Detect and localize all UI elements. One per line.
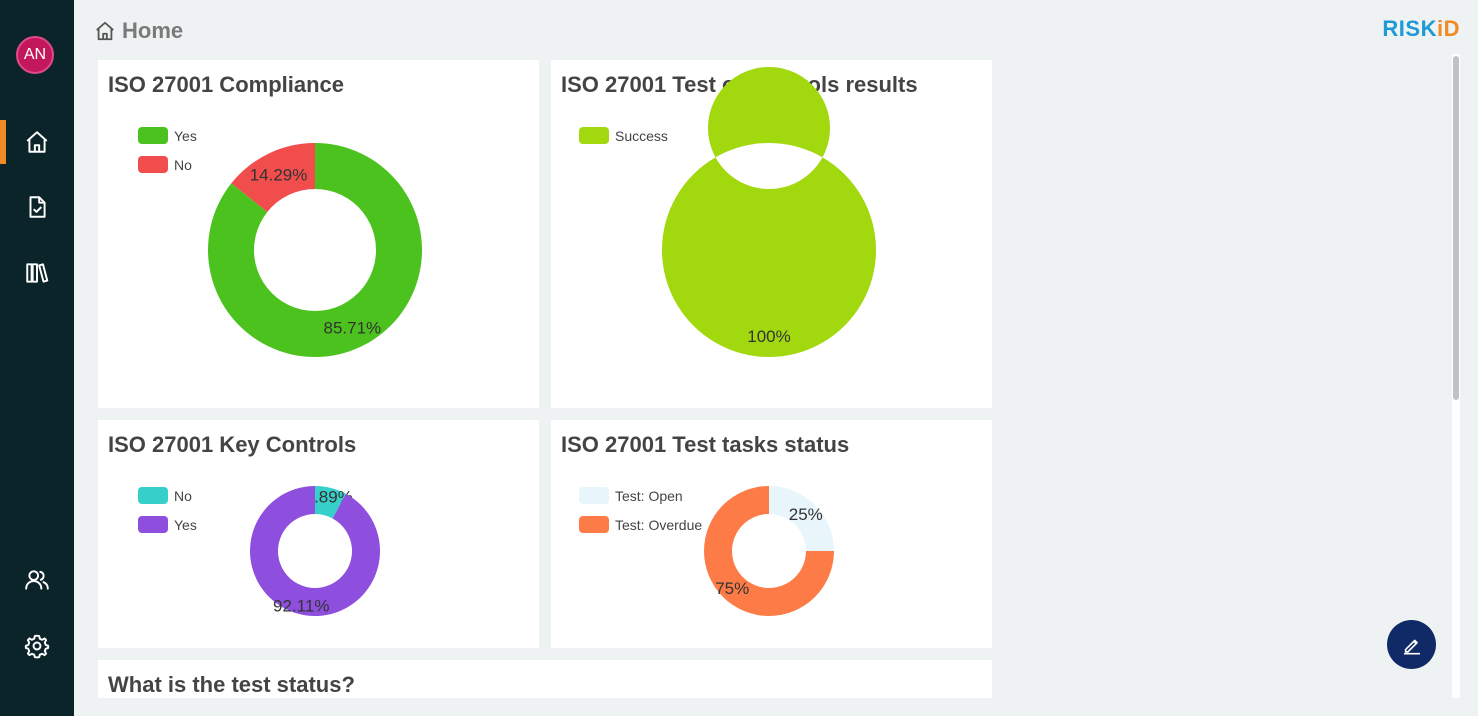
sidebar-item-home[interactable] — [0, 120, 74, 164]
sidebar-item-tasks[interactable] — [0, 185, 74, 229]
legend-label: Test: Overdue — [615, 516, 703, 533]
donut-data-label: 100% — [747, 327, 790, 346]
vertical-scrollbar[interactable] — [1452, 54, 1460, 698]
library-icon — [26, 263, 49, 283]
home-icon — [96, 21, 114, 41]
donut-slice-test-overdue[interactable] — [704, 486, 834, 616]
card-compliance: ISO 27001 Compliance 85.71% 14.29% Yes No — [98, 60, 539, 408]
legend-swatch — [138, 127, 168, 144]
legend-swatch — [579, 127, 609, 144]
donut-slice-success[interactable] — [661, 67, 876, 358]
donut-data-label: 92.11% — [273, 596, 329, 615]
legend-label: Success — [615, 127, 668, 144]
key-controls-donut-chart: 7.89% 92.11% — [250, 486, 380, 616]
legend-item[interactable]: Yes — [138, 510, 197, 539]
chart-legend: Yes No — [138, 121, 197, 179]
page-title: Home — [122, 18, 184, 43]
legend-swatch — [138, 487, 168, 504]
donut-slice-no[interactable] — [231, 143, 315, 212]
donut-data-label: 25% — [789, 505, 823, 524]
card-test-tasks: ISO 27001 Test tasks status 25% 75% Test:… — [551, 420, 992, 648]
card-title: ISO 27001 Key Controls — [108, 432, 357, 457]
chart-legend: No Yes — [138, 481, 197, 539]
donut-data-label: 75% — [715, 579, 749, 598]
home-icon — [26, 131, 48, 153]
donut-data-label: 85.71% — [323, 318, 381, 337]
card-key-controls: ISO 27001 Key Controls 7.89% 92.11% No Yes — [98, 420, 539, 648]
legend-swatch — [579, 487, 609, 504]
sidebar-item-settings[interactable] — [0, 624, 74, 668]
donut-slice-yes[interactable] — [250, 486, 380, 616]
users-icon — [25, 570, 49, 590]
card-test-controls: ISO 27001 Test of Controls results 100% … — [551, 60, 992, 408]
legend-item[interactable]: Test: Open — [579, 481, 702, 510]
compliance-donut-chart: 85.71% 14.29% — [207, 143, 422, 357]
donut-data-label: 14.29% — [250, 165, 308, 184]
legend-swatch — [579, 516, 609, 533]
gear-icon — [24, 634, 50, 659]
sidebar: AN — [0, 0, 74, 716]
file-check-icon — [29, 196, 46, 218]
top-bar: Home RISKiD — [74, 0, 1478, 60]
sidebar-item-users[interactable] — [0, 558, 74, 602]
legend-label: Yes — [174, 127, 197, 144]
donut-slice-yes[interactable] — [207, 143, 422, 357]
card-title: What is the test status? — [108, 672, 355, 697]
card-test-status: What is the test status? — [98, 660, 992, 698]
riskid-logo: RISKiD — [1382, 16, 1460, 41]
legend-item[interactable]: Yes — [138, 121, 197, 150]
legend-label: No — [174, 156, 192, 173]
test-controls-donut-chart: 100% — [661, 67, 876, 358]
legend-swatch — [138, 156, 168, 173]
scrollbar-thumb[interactable] — [1453, 56, 1459, 400]
legend-item[interactable]: Success — [579, 121, 668, 150]
legend-swatch — [138, 516, 168, 533]
test-tasks-donut-chart: 25% 75% — [704, 486, 834, 616]
legend-item[interactable]: No — [138, 150, 197, 179]
pencil-icon — [1403, 639, 1420, 655]
donut-data-label: 7.89% — [305, 488, 353, 507]
donut-slice-no[interactable] — [315, 486, 346, 519]
edit-button[interactable] — [1387, 620, 1436, 669]
card-title: ISO 27001 Test tasks status — [561, 432, 850, 457]
donut-slice-test-open[interactable] — [769, 486, 834, 551]
chart-legend: Test: Open Test: Overdue — [579, 481, 702, 539]
legend-label: No — [174, 487, 192, 504]
legend-label: Yes — [174, 516, 197, 533]
chart-legend: Success — [579, 121, 668, 150]
card-title: ISO 27001 Compliance — [108, 72, 344, 97]
sidebar-item-library[interactable] — [0, 251, 74, 295]
legend-label: Test: Open — [615, 487, 683, 504]
legend-item[interactable]: Test: Overdue — [579, 510, 702, 539]
legend-item[interactable]: No — [138, 481, 197, 510]
user-avatar[interactable]: AN — [16, 36, 54, 74]
